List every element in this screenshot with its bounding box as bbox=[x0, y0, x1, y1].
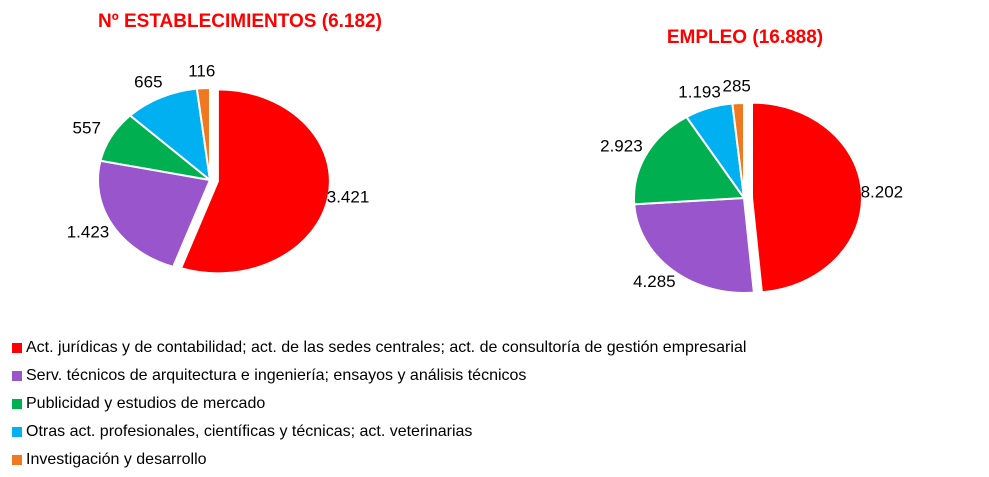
legend-label: Act. jurídicas y de contabilidad; act. d… bbox=[26, 339, 746, 356]
chart-title: EMPLEO (16.888) bbox=[667, 27, 823, 48]
legend-label: Publicidad y estudios de mercado bbox=[26, 395, 265, 412]
pie-slice bbox=[179, 88, 331, 275]
data-label: 2.923 bbox=[600, 137, 643, 156]
legend-swatch bbox=[12, 371, 22, 381]
data-label: 8.202 bbox=[861, 182, 904, 201]
pie-slice bbox=[633, 196, 755, 294]
data-label: 1.423 bbox=[67, 222, 110, 241]
data-label: 285 bbox=[722, 77, 750, 96]
data-label: 557 bbox=[73, 118, 101, 137]
legend-label: Investigación y desarrollo bbox=[26, 451, 207, 468]
legend-swatch bbox=[12, 455, 22, 465]
data-label: 665 bbox=[134, 73, 162, 92]
pie-slice bbox=[633, 115, 746, 206]
legend-swatch bbox=[12, 399, 22, 409]
data-label: 1.193 bbox=[678, 82, 721, 101]
pie-slice bbox=[97, 159, 212, 269]
pie-slice bbox=[128, 87, 212, 183]
pie-slice bbox=[731, 101, 745, 199]
legend-swatch bbox=[12, 427, 22, 437]
chart-title: Nº ESTABLECIMIENTOS (6.182) bbox=[98, 11, 382, 32]
legend-swatch bbox=[12, 343, 22, 353]
legend-label: Serv. técnicos de arquitectura e ingenie… bbox=[26, 367, 526, 384]
data-label: 116 bbox=[188, 62, 215, 81]
pie-slice bbox=[750, 101, 863, 294]
legend-label: Otras act. profesionales, científicas y … bbox=[26, 423, 472, 440]
data-label: 3.421 bbox=[327, 188, 370, 207]
data-label: 4.285 bbox=[633, 272, 676, 291]
pie-slice bbox=[195, 86, 211, 181]
